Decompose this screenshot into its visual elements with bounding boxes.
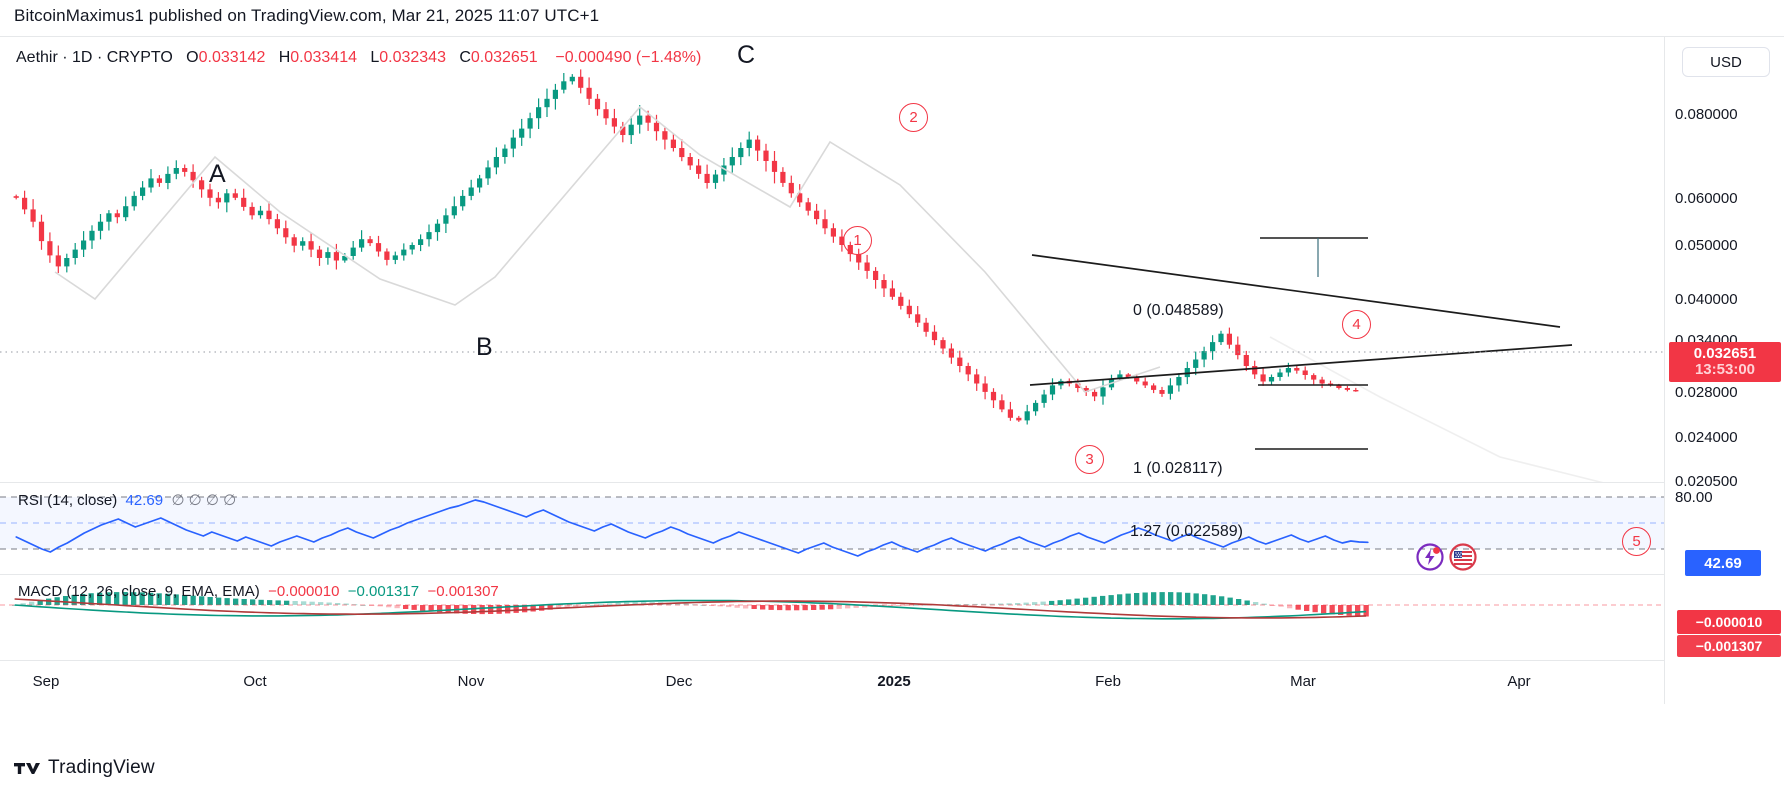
rsi-legend[interactable]: RSI (14, close) 42.69 ∅ ∅ ∅ ∅ [18,491,236,509]
price-chart-canvas [0,69,1664,482]
price-tick-2: 0.050000 [1675,237,1738,254]
time-tick-oct: Oct [243,673,267,690]
wave-label-c: C [737,41,756,69]
main-series-legend[interactable]: Aethir · 1D · CRYPTO O0.033142 H0.033414… [16,49,701,67]
legend-low-value: 0.032343 [379,49,446,66]
macd-legend[interactable]: MACD (12, 26, close, 9, EMA, EMA) −0.000… [18,583,499,600]
price-scale[interactable]: USD 0.080000 0.060000 0.050000 0.040000 … [1664,37,1784,704]
wave-label-1: 1 [843,226,872,255]
macd-legend-signal: −0.001307 [427,583,499,600]
currency-button[interactable]: USD [1682,47,1770,77]
macd-legend-hist: −0.000010 [268,583,340,600]
fib-level-0: 0 (0.048589) [1133,302,1224,319]
rsi-value-badge: 42.69 [1685,550,1761,576]
chart-frame: Aethir · 1D · CRYPTO O0.033142 H0.033414… [0,36,1784,753]
chart-badges [1415,542,1478,572]
energy-badge-icon [1415,542,1445,572]
fib-level-1: 1 (0.028117) [1133,460,1223,477]
price-tick-7: 0.020500 [1675,473,1738,490]
price-tick-0: 0.080000 [1675,106,1738,123]
legend-open-label: O [186,49,199,66]
macd-hist-badge: −0.000010 [1677,610,1781,634]
current-price-value: 0.032651 [1693,344,1757,362]
tradingview-footer: TradingView [14,757,155,779]
macd-legend-macd: −0.001317 [347,583,420,600]
wave-label-4: 4 [1342,310,1371,339]
price-tick-3: 0.040000 [1675,291,1738,308]
price-pane[interactable]: Aethir · 1D · CRYPTO O0.033142 H0.033414… [0,37,1664,571]
rsi-legend-name[interactable]: RSI (14, close) [18,492,118,509]
legend-high-value: 0.033414 [290,49,357,66]
legend-low-label: L [370,49,380,66]
wave-label-3: 3 [1075,445,1104,474]
time-axis[interactable]: Sep Oct Nov Dec 2025 Feb Mar Apr [0,660,1664,704]
fib-level-127: 1.27 (0.022589) [1130,523,1243,540]
publisher-byline: BitcoinMaximus1 published on TradingView… [14,6,600,25]
legend-close-label: C [459,49,471,66]
legend-exchange[interactable]: CRYPTO [106,49,173,66]
legend-high-label: H [278,49,291,66]
wave-label-b: B [476,333,493,361]
legend-symbol[interactable]: Aethir [16,49,58,66]
legend-change-abs: −0.000490 [555,49,632,66]
current-price-badge: 0.032651 13:53:00 [1669,342,1781,382]
time-tick-apr: Apr [1507,673,1531,690]
time-tick-nov: Nov [457,673,485,690]
wave-label-2: 2 [899,103,928,132]
legend-change-pct: (−1.48%) [635,49,702,66]
time-tick-feb: Feb [1095,673,1121,690]
bar-countdown: 13:53:00 [1694,361,1756,378]
wave-label-5: 5 [1622,527,1651,556]
legend-interval[interactable]: 1D [72,49,93,66]
time-tick-2025: 2025 [877,673,911,690]
price-tick-1: 0.060000 [1675,190,1738,207]
legend-close-value: 0.032651 [470,49,538,66]
time-tick-dec: Dec [665,673,693,690]
rsi-legend-value: 42.69 [125,492,164,509]
rsi-legend-extra: ∅ ∅ ∅ ∅ [171,492,237,509]
rsi-tick-top: 80.00 [1675,489,1713,506]
macd-legend-name[interactable]: MACD (12, 26, close, 9, EMA, EMA) [18,583,260,600]
macd-pane[interactable]: MACD (12, 26, close, 9, EMA, EMA) −0.000… [0,574,1664,660]
tradingview-logo-icon [14,760,40,777]
price-tick-5: 0.028000 [1675,384,1738,401]
us-flag-badge-icon [1448,542,1478,572]
tradingview-brand-label: TradingView [48,757,155,778]
legend-sep-2: · [96,49,103,66]
legend-open-value: 0.033142 [198,49,266,66]
time-tick-mar: Mar [1290,673,1316,690]
legend-sep-1: · [62,49,68,66]
time-tick-sep: Sep [32,673,60,690]
price-tick-6: 0.024000 [1675,429,1738,446]
macd-signal-badge: −0.001307 [1677,635,1781,657]
wave-label-a: A [209,160,226,188]
